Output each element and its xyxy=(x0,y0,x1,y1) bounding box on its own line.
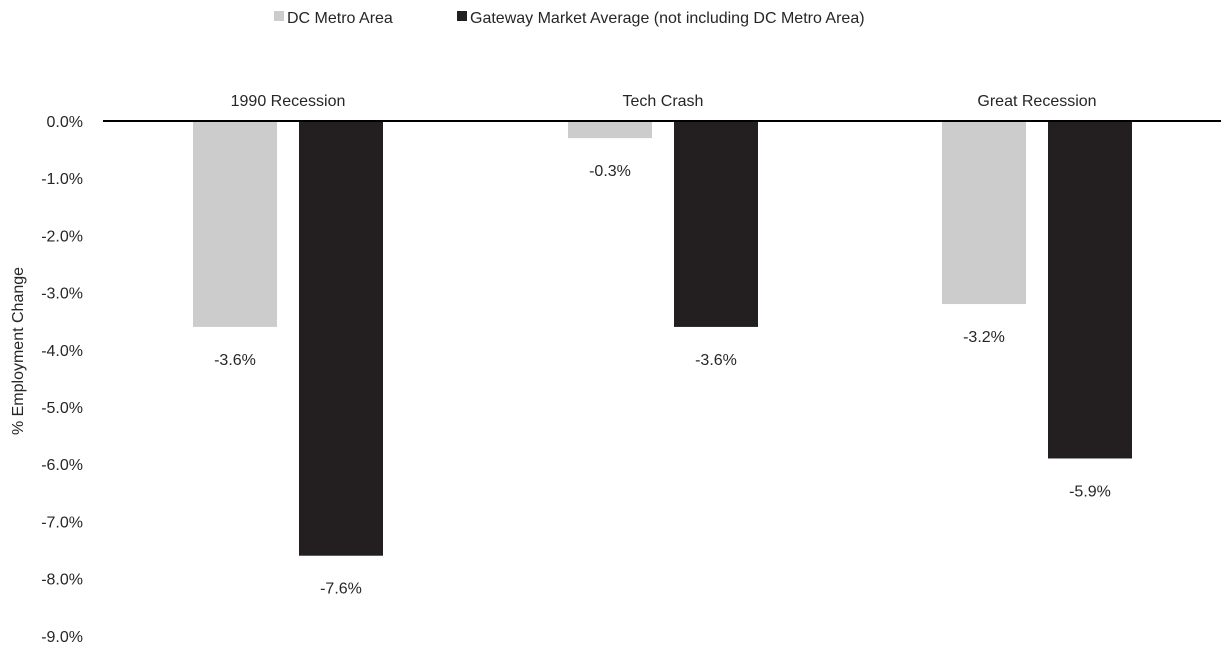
y-tick-label: -7.0% xyxy=(41,514,83,531)
y-tick-label: -5.0% xyxy=(41,400,83,417)
dc-metro-bar xyxy=(942,121,1026,305)
y-tick-label: -3.0% xyxy=(41,286,83,303)
gateway-market-bar xyxy=(299,121,383,556)
y-tick-label: -8.0% xyxy=(41,572,83,589)
category-label: Tech Crash xyxy=(623,93,704,110)
legend-dc-metro-swatch xyxy=(274,11,284,21)
category-labels: 1990 Recession Tech Crash Great Recession xyxy=(231,93,1097,110)
y-tick-label: -1.0% xyxy=(41,171,83,188)
y-tick-label: -6.0% xyxy=(41,457,83,474)
dc-metro-bar xyxy=(193,121,277,327)
data-labels-group: -3.6% -7.6% -0.3% -3.6% -3.2% -5.9% xyxy=(214,163,1111,598)
chart-legend: DC Metro Area Gateway Market Average (not… xyxy=(274,10,865,27)
legend-dc-metro-label: DC Metro Area xyxy=(287,10,393,27)
y-tick-label: -2.0% xyxy=(41,228,83,245)
gateway-market-bar xyxy=(674,121,758,327)
bar-value-label: -7.6% xyxy=(320,581,362,598)
y-axis: 0.0% -1.0% -2.0% -3.0% -4.0% -5.0% -6.0% -7.0% -… xyxy=(41,114,83,646)
y-axis-title: % Employment Change xyxy=(10,267,27,435)
gateway-market-bar xyxy=(1048,121,1132,459)
y-tick-label: -4.0% xyxy=(41,343,83,360)
category-label: 1990 Recession xyxy=(231,93,346,110)
dc-metro-bar xyxy=(568,121,652,139)
bar-value-label: -3.6% xyxy=(695,352,737,369)
y-tick-label: -9.0% xyxy=(41,629,83,646)
bar-value-label: -5.9% xyxy=(1069,483,1111,500)
bar-value-label: -3.2% xyxy=(963,329,1005,346)
legend-gateway-swatch xyxy=(457,11,467,21)
bar-value-label: -3.6% xyxy=(214,352,256,369)
legend-gateway-label: Gateway Market Average (not including DC… xyxy=(470,10,865,27)
category-label: Great Recession xyxy=(977,93,1096,110)
bars-group xyxy=(193,121,1132,556)
bar-value-label: -0.3% xyxy=(589,163,631,180)
y-tick-label: 0.0% xyxy=(47,114,83,131)
